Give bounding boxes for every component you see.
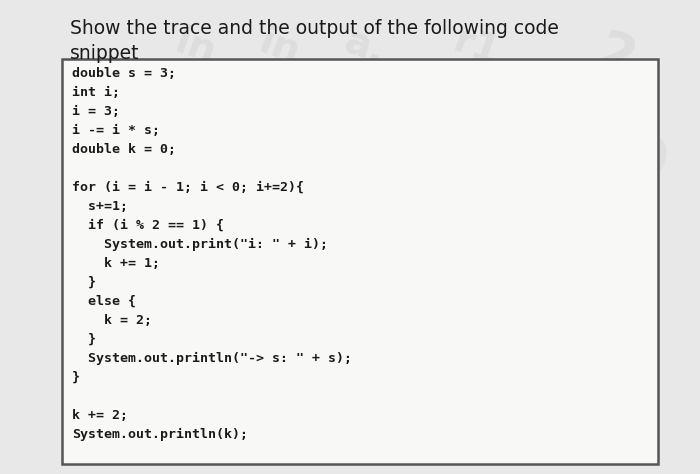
Text: 1083: 1083 bbox=[264, 145, 436, 254]
Text: 2: 2 bbox=[590, 26, 642, 88]
Text: i -= i * s;: i -= i * s; bbox=[72, 124, 160, 137]
Text: S: S bbox=[182, 347, 238, 411]
Text: s+=1;: s+=1; bbox=[72, 200, 128, 213]
Text: Show the trace and the output of the following code: Show the trace and the output of the fol… bbox=[70, 19, 559, 38]
Text: for (i = i - 1; i < 0; i+=2){: for (i = i - 1; i < 0; i+=2){ bbox=[72, 181, 304, 194]
Text: }: } bbox=[72, 371, 80, 384]
Text: 1: 1 bbox=[79, 254, 131, 315]
Text: double k = 0;: double k = 0; bbox=[72, 143, 176, 156]
Text: k += 2;: k += 2; bbox=[72, 409, 128, 422]
Text: in: in bbox=[254, 23, 306, 72]
Text: S: S bbox=[120, 150, 188, 229]
Text: }: } bbox=[72, 333, 96, 346]
Text: i = 3;: i = 3; bbox=[72, 105, 120, 118]
Text: ©Cop: ©Cop bbox=[268, 292, 432, 391]
Text: System.out.print("i: " + i);: System.out.print("i: " + i); bbox=[72, 238, 328, 251]
Text: in: in bbox=[170, 23, 222, 72]
Text: a,: a, bbox=[338, 23, 390, 72]
Text: if (i % 2 == 1) {: if (i % 2 == 1) { bbox=[72, 219, 224, 232]
Text: 2: 2 bbox=[80, 76, 130, 133]
Text: ight-UT: ight-UT bbox=[404, 78, 604, 188]
Text: double s = 3;: double s = 3; bbox=[72, 67, 176, 80]
Text: k = 2;: k = 2; bbox=[72, 314, 152, 327]
Text: CS: CS bbox=[340, 95, 430, 171]
Text: System.out.println(k);: System.out.println(k); bbox=[72, 428, 248, 441]
Text: 083: 083 bbox=[199, 85, 333, 180]
Text: snippet: snippet bbox=[70, 44, 139, 63]
Text: FA: FA bbox=[517, 188, 631, 286]
Text: System.out.println("-> s: " + s);: System.out.println("-> s: " + s); bbox=[72, 352, 352, 365]
Text: FALL: FALL bbox=[177, 208, 355, 323]
Text: else {: else { bbox=[72, 295, 136, 308]
Text: -20: -20 bbox=[556, 107, 676, 196]
Text: int i;: int i; bbox=[72, 86, 120, 99]
FancyBboxPatch shape bbox=[62, 59, 658, 464]
Text: r1: r1 bbox=[448, 22, 504, 73]
Text: -20: -20 bbox=[434, 261, 546, 346]
Text: k += 1;: k += 1; bbox=[72, 257, 160, 270]
Text: TS: TS bbox=[393, 373, 475, 442]
Text: }: } bbox=[72, 276, 96, 289]
Text: 20: 20 bbox=[501, 320, 619, 419]
